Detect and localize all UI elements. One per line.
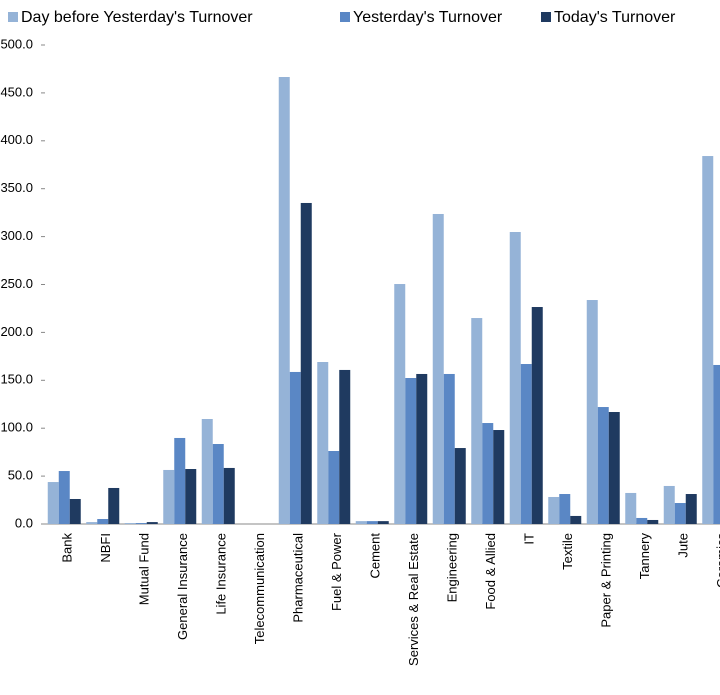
bar [212,444,224,524]
x-tick-label: Telecommunication [252,533,267,644]
bar [520,364,532,524]
bar [443,373,455,524]
bar [223,467,235,524]
bar [625,492,637,524]
bar [97,519,109,524]
x-tick-label: Life Insurance [214,533,229,615]
x-tick-label: Ceramics [714,533,720,588]
bar [493,430,505,524]
bar [366,521,378,524]
x-tick-label: NBFI [98,533,113,563]
bar [174,437,186,524]
bar [482,423,494,524]
bar [124,523,136,524]
bar [454,448,466,524]
x-tick-label: Textile [560,533,575,570]
bar [108,487,120,524]
bar [300,202,312,525]
bar [86,522,98,524]
y-tick-label: 500.0 [0,36,33,51]
x-tick-label: Bank [60,533,75,563]
bar [328,451,340,524]
bar [146,522,158,524]
y-tick-label: 250.0 [0,276,33,291]
bar [636,517,648,524]
y-tick-label: 200.0 [0,324,33,339]
x-tick-label: Cement [368,533,383,579]
x-tick-label: Engineering [445,533,460,602]
bar [713,364,720,524]
bar [674,503,686,524]
x-tick-label: Pharmaceutical [291,533,306,623]
bar [405,378,417,524]
bar [597,407,609,524]
bar [58,471,70,524]
bar [570,515,582,524]
bar [163,469,175,524]
bar [647,519,659,524]
legend-label: Yesterday's Turnover [353,9,503,26]
bar [663,485,675,524]
bar [278,76,290,525]
bar [289,371,301,524]
x-tick-label: IT [522,533,537,545]
bar [548,496,560,524]
legend-swatch [541,12,551,22]
legend-swatch [340,12,350,22]
bar [586,300,598,524]
legend-swatch [8,12,18,22]
y-tick-label: 450.0 [0,84,33,99]
bar [135,523,147,524]
bar [47,482,59,524]
y-tick-label: 300.0 [0,228,33,243]
x-tick-label: Jute [676,533,691,558]
y-tick-label: 100.0 [0,420,33,435]
bar [69,498,81,524]
legend-label: Today's Turnover [554,9,676,26]
x-tick-label: Mutual Fund [137,533,152,605]
y-tick-label: 400.0 [0,132,33,147]
bar [201,419,213,524]
bar [377,521,389,524]
bar [531,307,543,524]
x-tick-label: Paper & Printing [599,533,614,628]
bar [355,521,367,524]
bar [317,362,329,524]
x-tick-label: Food & Allied [483,533,498,610]
y-tick-label: 150.0 [0,372,33,387]
bar [416,373,428,524]
bar [432,213,444,524]
bar [559,494,571,524]
y-tick-label: 0.0 [15,515,33,530]
bar [339,369,351,524]
y-tick-label: 350.0 [0,180,33,195]
bar [685,494,697,524]
bar [608,412,620,524]
x-tick-label: Fuel & Power [329,532,344,611]
bar [394,284,406,524]
x-tick-label: Services & Real Estate [406,533,421,666]
y-tick-label: 50.0 [8,468,33,483]
bar [185,469,197,524]
bar [702,156,714,524]
legend-label: Day before Yesterday's Turnover [21,9,253,26]
x-tick-label: General Insurance [175,533,190,640]
x-tick-label: Tannery [637,533,652,580]
bar [471,318,483,524]
bar [509,232,521,525]
